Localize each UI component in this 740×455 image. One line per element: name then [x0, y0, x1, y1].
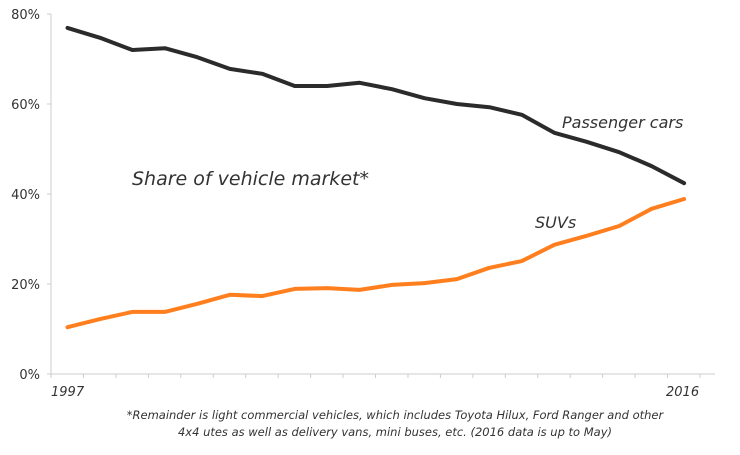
y-tick-label: 40%	[11, 188, 40, 203]
y-tick-label: 0%	[19, 368, 40, 383]
y-tick-label: 80%	[11, 8, 40, 23]
y-tick-label: 20%	[11, 278, 40, 293]
series-label-suvs: SUVs	[535, 213, 576, 232]
y-tick-label: 60%	[11, 98, 40, 113]
x-tick-label: 1997	[51, 385, 85, 400]
footnote-line-2: 4x4 utes as well as delivery vans, mini …	[178, 425, 612, 439]
x-tick-label: 2016	[666, 385, 699, 400]
series-line-passenger-cars	[68, 28, 685, 183]
series-line-suvs	[68, 199, 685, 327]
chart-title: Share of vehicle market*	[132, 168, 369, 190]
footnote-line-1: *Remainder is light commercial vehicles,…	[127, 408, 665, 422]
series-label-passenger-cars: Passenger cars	[562, 113, 683, 132]
